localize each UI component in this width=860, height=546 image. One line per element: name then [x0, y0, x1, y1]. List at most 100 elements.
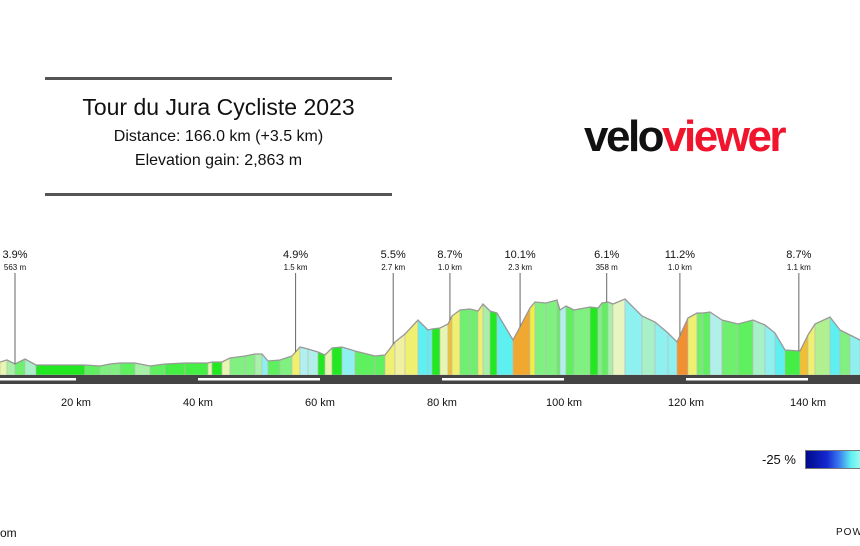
title-rule-top [45, 77, 392, 80]
x-tick-label: 40 km [183, 397, 213, 409]
profile-segment [459, 308, 471, 376]
profile-segment [164, 362, 186, 376]
gradient-legend-bar [805, 450, 860, 469]
profile-segment [427, 328, 433, 376]
profile-segment [244, 353, 256, 376]
profile-segment [839, 329, 851, 376]
climb-gradient-label: 4.9% [283, 249, 308, 261]
profile-segment [702, 311, 711, 376]
profile-segment [601, 301, 609, 376]
climb-length-label: 358 m [596, 263, 619, 272]
climb-length-label: 563 m [4, 263, 27, 272]
footer-right-text: POW [836, 527, 860, 538]
climb-length-label: 1.1 km [787, 263, 811, 272]
profile-segment [534, 301, 547, 376]
elevation-gain-text: Elevation gain: 2,863 m [134, 152, 303, 169]
profile-segment [35, 364, 86, 376]
elevation-profile-chart: 20 km 40 km 60 km 80 km 100 km 120 km 140 km 3.… [0, 249, 860, 409]
title-rule-bottom [45, 193, 392, 196]
distance-text: Distance: 166.0 km (+3.5 km) [113, 128, 324, 145]
profile-segment [469, 308, 479, 376]
profile-segment [597, 302, 603, 376]
profile-outline [0, 298, 860, 367]
climb-gradient-label: 8.7% [786, 249, 811, 261]
profile-segment [512, 307, 531, 376]
profile-segment [654, 321, 669, 376]
profile-segment [451, 309, 461, 376]
profile-segment [207, 361, 213, 376]
profile-segment [267, 359, 281, 376]
profile-segment [565, 305, 575, 376]
profile-segment [184, 362, 209, 376]
profile-segment [545, 299, 558, 376]
climb-length-label: 2.7 km [381, 263, 405, 272]
profile-segment [374, 354, 386, 376]
profile-segment [589, 306, 599, 376]
logo-viewer: viewer [662, 112, 786, 161]
profile-segment [612, 298, 626, 376]
climb-gradient-label: 5.5% [381, 249, 406, 261]
climb-gradient-label: 8.7% [437, 249, 462, 261]
distance-stripe [198, 378, 320, 381]
distance-stripe [686, 378, 808, 381]
distance-stripe [442, 378, 564, 381]
profile-segment [573, 306, 591, 376]
distance-stripe [0, 378, 76, 381]
profile-segment [477, 303, 484, 376]
profile-segment [482, 303, 491, 376]
profile-segment [607, 301, 614, 376]
logo-velo: velo [584, 112, 665, 161]
profile-segment [849, 334, 860, 376]
profile-segment [556, 299, 561, 376]
profile-segment [439, 323, 449, 376]
profile-segment [696, 312, 704, 376]
legend-min-label: -25 % [762, 452, 796, 467]
profile-segment [211, 361, 223, 376]
profile-segment [254, 353, 263, 376]
climb-gradient-label: 10.1% [504, 249, 535, 261]
climb-length-label: 1.0 km [668, 263, 692, 272]
profile-segment [829, 316, 841, 376]
profile-segment [229, 355, 246, 376]
footer-left-text: om [0, 526, 17, 540]
x-tick-label: 20 km [61, 397, 91, 409]
profile-segment [624, 298, 643, 376]
profile-segment [307, 348, 319, 376]
profile-segment [687, 312, 698, 376]
profile-segment [814, 316, 831, 376]
profile-segment [331, 346, 343, 376]
veloviewer-logo: veloviewer [584, 112, 787, 162]
profile-segment [341, 346, 356, 376]
profile-segment [559, 305, 567, 376]
climb-gradient-label: 6.1% [594, 249, 619, 261]
profile-segment [676, 317, 689, 376]
distance-band [0, 375, 860, 384]
route-title: Tour du Jura Cycliste 2023 [82, 94, 355, 120]
profile-segment [496, 311, 514, 376]
profile-segment [667, 332, 678, 376]
x-tick-label: 140 km [790, 397, 826, 409]
profile-segment [529, 301, 536, 376]
profile-segment [774, 331, 786, 376]
profile-segment [489, 310, 498, 376]
profile-segment [317, 351, 326, 376]
profile-segment [447, 315, 453, 376]
climb-length-label: 1.0 km [438, 263, 462, 272]
profile-segment [784, 349, 801, 376]
x-tick-label: 80 km [427, 397, 457, 409]
profile-segment [641, 315, 656, 376]
x-tick-label: 120 km [668, 397, 704, 409]
profile-segment [799, 334, 809, 376]
profile-segment [709, 311, 723, 376]
profile-segment [299, 346, 309, 376]
profile-segment [384, 341, 396, 376]
profile-segment [807, 322, 816, 376]
x-tick-label: 60 km [305, 397, 335, 409]
profile-segment [404, 319, 419, 376]
profile-segment [109, 362, 121, 376]
profile-segment [721, 319, 739, 376]
climb-gradient-label: 3.9% [2, 249, 27, 261]
x-tick-label: 100 km [546, 397, 582, 409]
profile-segment [119, 362, 136, 376]
climb-length-label: 2.3 km [508, 263, 532, 272]
